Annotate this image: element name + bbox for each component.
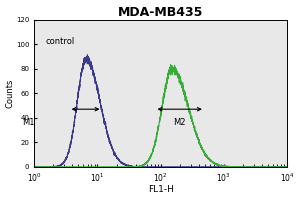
Title: MDA-MB435: MDA-MB435 [118, 6, 203, 19]
Y-axis label: Counts: Counts [6, 79, 15, 108]
X-axis label: FL1-H: FL1-H [148, 185, 174, 194]
Text: M2: M2 [173, 118, 186, 127]
Text: M1: M1 [22, 118, 35, 127]
Text: control: control [45, 37, 75, 46]
